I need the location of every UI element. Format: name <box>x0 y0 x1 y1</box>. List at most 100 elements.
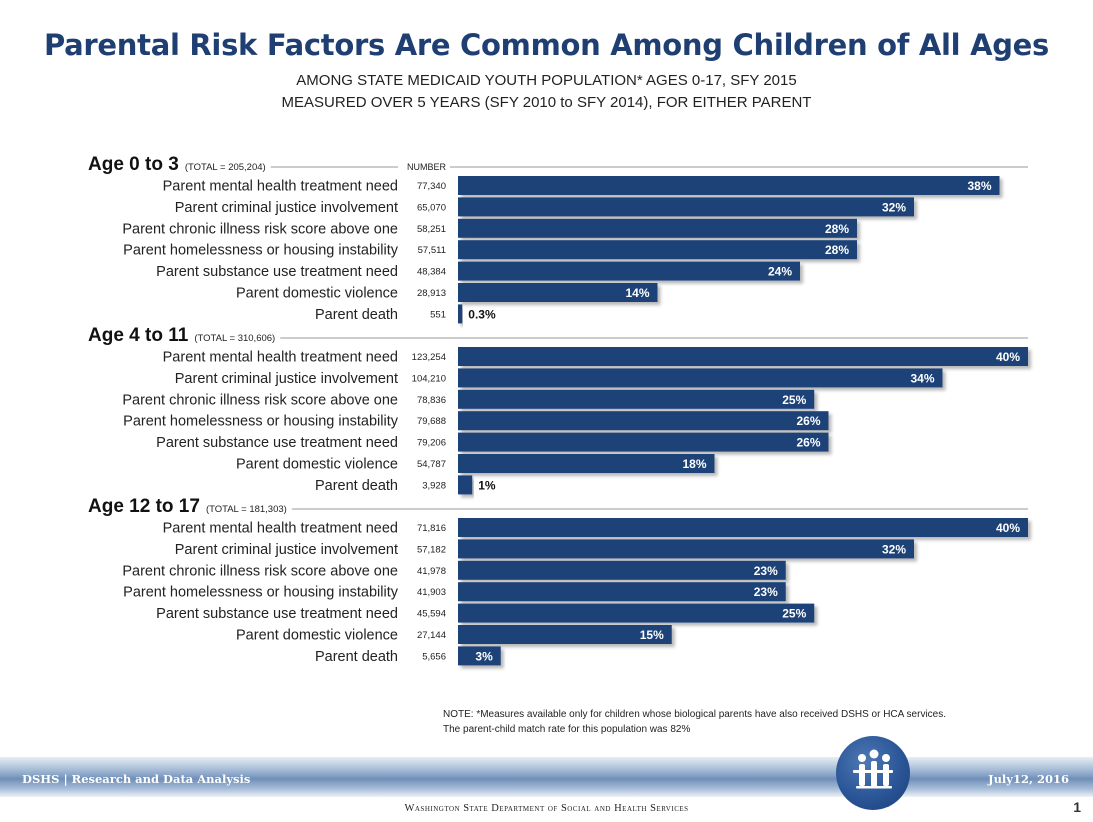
category-label: Parent criminal justice involvement <box>175 200 398 216</box>
number-value: 41,903 <box>417 587 446 598</box>
category-label: Parent homelessness or housing instabili… <box>123 414 399 430</box>
group-total-label: (TOTAL = 205,204) <box>185 162 266 173</box>
bar <box>458 539 914 559</box>
category-label: Parent substance use treatment need <box>156 435 398 451</box>
category-label: Parent criminal justice involvement <box>175 542 398 558</box>
percent-label: 18% <box>682 457 706 471</box>
category-label: Parent domestic violence <box>236 628 398 644</box>
bar <box>458 518 1028 537</box>
footer-band <box>0 757 1093 797</box>
page-title: Parental Risk Factors Are Common Among C… <box>43 28 1050 62</box>
number-value: 3,928 <box>422 480 446 491</box>
bar <box>458 368 943 388</box>
category-label: Parent mental health treatment need <box>163 350 398 366</box>
number-value: 57,182 <box>417 544 446 555</box>
group-title: Age 0 to 3 <box>88 154 179 175</box>
percent-label: 32% <box>882 200 906 214</box>
category-label: Parent mental health treatment need <box>163 179 398 195</box>
footer-date: July12, 2016 <box>988 772 1069 786</box>
bar <box>458 582 786 602</box>
bar <box>458 347 1028 366</box>
percent-label: 40% <box>996 350 1020 364</box>
percent-label: 26% <box>796 414 820 428</box>
category-label: Parent mental health treatment need <box>163 521 398 537</box>
bar <box>458 218 857 238</box>
bar <box>458 646 501 666</box>
group-total-label: (TOTAL = 181,303) <box>206 504 287 515</box>
bar <box>458 261 800 281</box>
percent-label: 28% <box>825 243 849 257</box>
percent-label: 14% <box>625 286 649 300</box>
bar <box>458 432 829 452</box>
number-value: 58,251 <box>417 224 446 235</box>
category-label: Parent death <box>315 307 398 323</box>
bar <box>458 603 815 623</box>
group-title: Age 4 to 11 <box>88 325 189 346</box>
subtitle-line-1: AMONG STATE MEDICAID YOUTH POPULATION* A… <box>296 72 797 89</box>
note-line-2: The parent-child match rate for this pop… <box>443 724 691 735</box>
percent-label: 1% <box>478 478 496 492</box>
number-value: 45,594 <box>417 609 446 620</box>
percent-label: 25% <box>782 393 806 407</box>
category-label: Parent death <box>315 478 398 494</box>
page-number: 1 <box>1073 799 1081 815</box>
group-title: Age 12 to 17 <box>88 496 200 517</box>
number-value: 104,210 <box>412 373 446 384</box>
number-value: 78,836 <box>417 395 446 406</box>
bar <box>458 454 715 473</box>
bar <box>458 240 857 260</box>
number-value: 77,340 <box>417 181 446 192</box>
bar <box>458 475 473 495</box>
number-value: 57,511 <box>418 245 446 256</box>
number-value: 551 <box>430 309 446 320</box>
percent-label: 24% <box>768 265 792 279</box>
number-value: 5,656 <box>422 651 446 662</box>
note-line-1: NOTE: *Measures available only for child… <box>443 709 947 720</box>
category-label: Parent chronic illness risk score above … <box>122 563 398 579</box>
number-value: 65,070 <box>417 202 446 213</box>
footer-department: Washington State Department of Social an… <box>404 803 689 814</box>
percent-label: 25% <box>782 607 806 621</box>
number-value: 123,254 <box>412 352 446 363</box>
group-total-label: (TOTAL = 310,606) <box>194 333 275 344</box>
percent-label: 32% <box>882 542 906 556</box>
category-label: Parent chronic illness risk score above … <box>122 392 398 408</box>
dshs-logo-icon <box>836 736 910 810</box>
percent-label: 38% <box>967 179 991 193</box>
bar <box>458 560 786 580</box>
category-label: Parent criminal justice involvement <box>175 371 398 387</box>
percent-label: 26% <box>796 436 820 450</box>
category-label: Parent substance use treatment need <box>156 606 398 622</box>
percent-label: 3% <box>475 649 493 663</box>
bar <box>458 283 658 302</box>
number-value: 27,144 <box>417 630 446 641</box>
number-value: 28,913 <box>417 288 446 299</box>
category-label: Parent chronic illness risk score above … <box>122 221 398 237</box>
number-value: 79,206 <box>417 438 446 449</box>
percent-label: 0.3% <box>468 307 496 321</box>
number-column-header: NUMBER <box>407 162 447 172</box>
bar <box>458 625 672 644</box>
bar-chart: Age 0 to 3 (TOTAL = 205,204) NUMBER Parent … <box>88 154 1028 666</box>
number-value: 71,816 <box>417 523 446 534</box>
number-value: 41,978 <box>417 566 446 577</box>
category-label: Parent domestic violence <box>236 286 398 302</box>
number-value: 79,688 <box>417 416 446 427</box>
number-value: 48,384 <box>417 267 446 278</box>
category-label: Parent domestic violence <box>236 457 398 473</box>
percent-label: 23% <box>754 585 778 599</box>
bar <box>458 304 463 324</box>
percent-label: 34% <box>910 371 934 385</box>
category-label: Parent substance use treatment need <box>156 264 398 280</box>
percent-label: 28% <box>825 222 849 236</box>
bar <box>458 197 914 217</box>
category-label: Parent homelessness or housing instabili… <box>123 585 399 601</box>
percent-label: 15% <box>640 628 664 642</box>
bar <box>458 389 815 409</box>
subtitle-line-2: MEASURED OVER 5 YEARS (SFY 2010 to SFY 2… <box>281 94 812 111</box>
bar <box>458 176 1000 195</box>
category-label: Parent death <box>315 649 398 665</box>
bar <box>458 411 829 431</box>
number-value: 54,787 <box>417 459 446 470</box>
percent-label: 40% <box>996 521 1020 535</box>
